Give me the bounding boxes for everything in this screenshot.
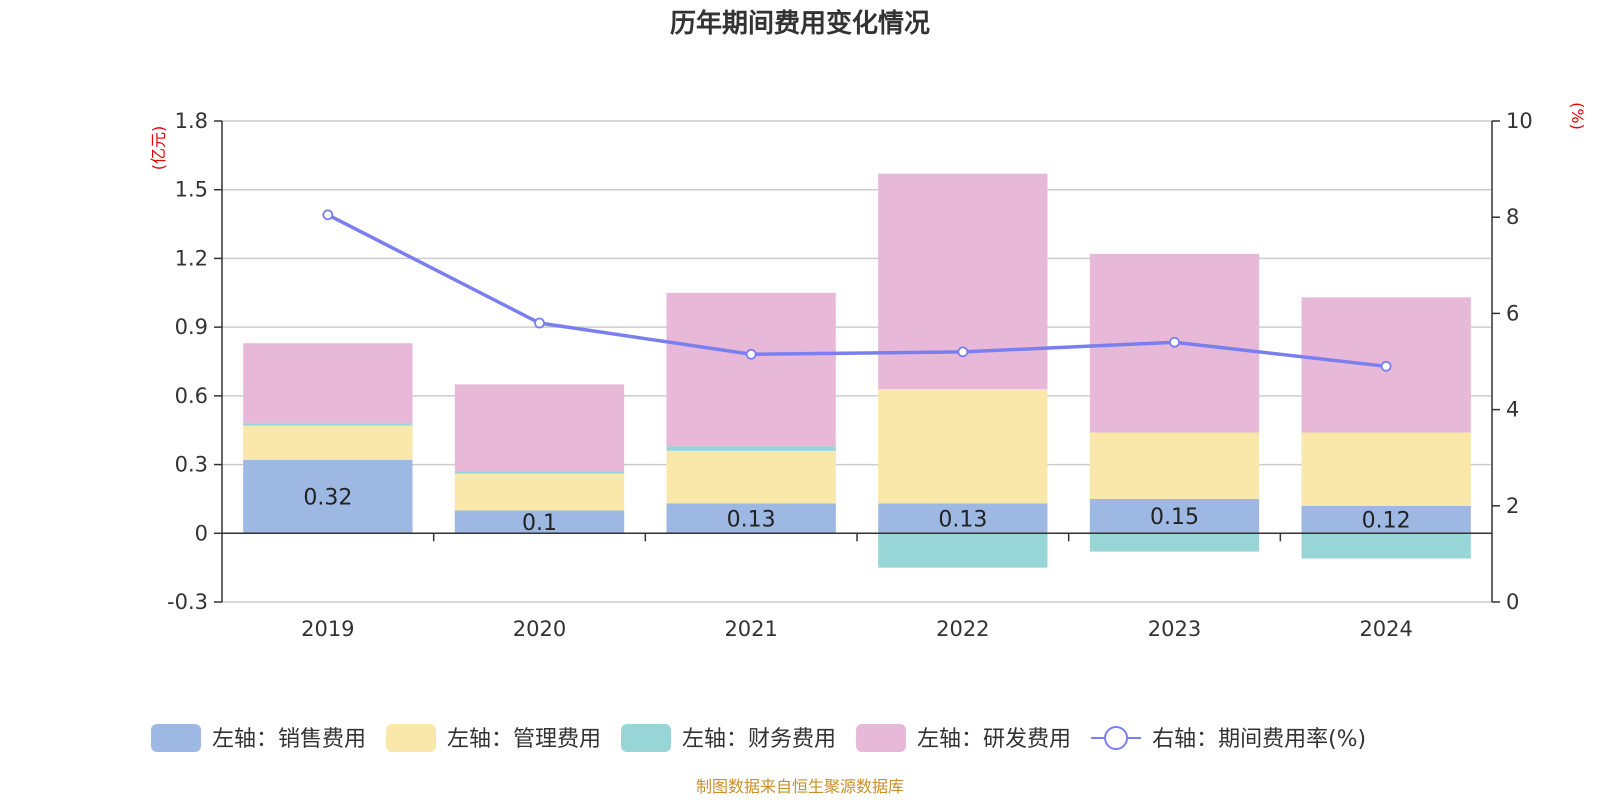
bar-segment (878, 533, 1048, 568)
legend-swatch (621, 724, 672, 752)
bar-data-label: 0.12 (1362, 509, 1411, 534)
bar-segment (243, 459, 413, 534)
legend-swatch (151, 724, 201, 752)
right-tick-label: 6 (1506, 301, 1519, 325)
category-label: 2019 (301, 617, 354, 641)
category-label: 2021 (724, 617, 777, 641)
legend-label: 左轴：研发费用 (917, 727, 1071, 752)
legend: 左轴：销售费用 左轴：管理费用 左轴：财务费用 左轴：研发费用 右轴：期间费用率(%) (151, 724, 1366, 752)
chart-title: 历年期间费用变化情况 (670, 8, 930, 39)
bar-segment (666, 292, 836, 447)
legend-label: 左轴：销售费用 (212, 727, 366, 752)
right-tick-label: 0 (1506, 590, 1519, 614)
bar-group (243, 173, 1471, 568)
bar-segment (1301, 505, 1471, 534)
left-tick-label: 1.5 (175, 178, 208, 202)
legend-marker (1104, 726, 1129, 750)
bar-segment (454, 510, 625, 534)
bar-data-label: 0.1 (522, 511, 557, 536)
bar-data-label: 0.13 (727, 507, 776, 532)
right-tick-label: 4 (1506, 398, 1519, 422)
left-tick-label: 1.2 (175, 246, 208, 270)
rate-point (322, 209, 334, 221)
right-tick-label: 10 (1506, 109, 1533, 133)
bar-segment (878, 503, 1048, 534)
source-note: 制图数据来自恒生聚源数据库 (696, 777, 904, 796)
legend-label: 左轴：财务费用 (682, 727, 836, 752)
left-tick-label: 1.8 (175, 109, 208, 133)
axes: 1.8 1.5 1.2 0.9 0.6 0.3 0 -0.3 10 8 6 4 2 0 2019 2020 20… (167, 109, 1533, 641)
bar-segment (666, 503, 836, 534)
bar-segment (1089, 533, 1260, 552)
legend-label: 左轴：管理费用 (447, 727, 601, 752)
category-label: 2022 (936, 617, 989, 641)
rate-point (745, 348, 757, 360)
rate-line (322, 209, 1392, 372)
bar-data-label: 0.13 (938, 507, 987, 532)
rate-point (534, 317, 545, 329)
right-tick-label: 2 (1506, 494, 1519, 518)
rate-point (1169, 336, 1180, 348)
bar-segment (454, 384, 625, 472)
legend-swatch (856, 724, 907, 752)
bar-segment (666, 446, 836, 451)
bar-segment (1089, 498, 1260, 534)
bar-segment (243, 423, 413, 426)
bar-segment (454, 471, 625, 474)
bar-segment (1301, 533, 1471, 559)
bar-data-label: 0.15 (1150, 505, 1199, 530)
bar-segment (878, 388, 1048, 504)
right-tick-label: 8 (1506, 205, 1519, 229)
rate-point (957, 346, 969, 358)
category-label: 2024 (1359, 617, 1412, 641)
grid-lines (222, 120, 1492, 603)
left-tick-label: 0.6 (175, 384, 208, 408)
right-axis-unit: (%) (1568, 102, 1587, 130)
bar-segment (666, 450, 836, 504)
legend-swatch (386, 724, 437, 752)
category-label: 2020 (513, 617, 566, 641)
bar-segment (243, 425, 413, 460)
rate-line-path (327, 213, 1387, 369)
bar-segment (1301, 432, 1471, 506)
left-tick-label: -0.3 (167, 590, 208, 614)
legend-label: 右轴：期间费用率(%) (1152, 727, 1366, 752)
left-tick-label: 0.9 (175, 315, 208, 339)
left-tick-label: 0 (195, 521, 208, 545)
rate-point (1380, 360, 1392, 372)
bar-segment (1089, 432, 1260, 499)
left-axis-unit: (亿元) (149, 126, 168, 171)
bar-segment (454, 473, 625, 511)
left-tick-label: 0.3 (175, 453, 208, 477)
bar-segment (243, 343, 413, 424)
bar-data-label: 0.32 (303, 486, 352, 511)
bar-labels: 0.32 0.1 0.13 0.13 0.15 0.12 (303, 486, 1410, 536)
category-label: 2023 (1148, 617, 1201, 641)
